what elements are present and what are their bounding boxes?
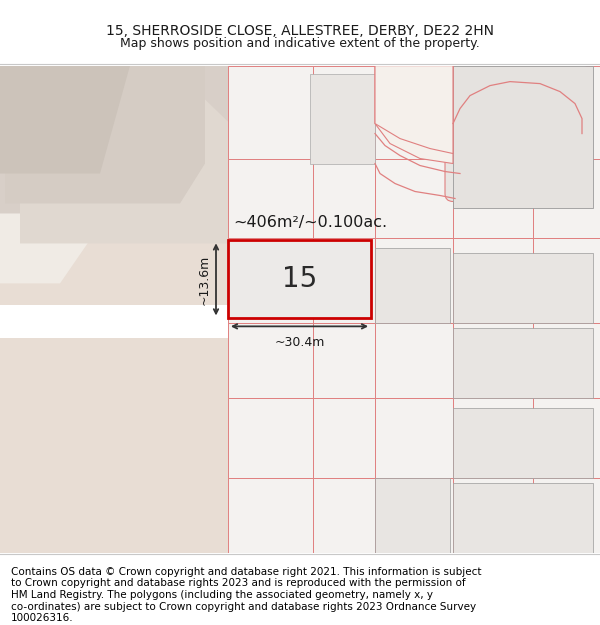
Bar (453, 239, 533, 323)
Text: ~13.6m: ~13.6m (198, 254, 211, 304)
Bar (228, 66, 313, 159)
Bar (0, 66, 228, 553)
Polygon shape (0, 66, 130, 174)
Bar (375, 239, 453, 323)
Bar (533, 323, 600, 398)
Text: ~406m²/~0.100ac.: ~406m²/~0.100ac. (233, 215, 387, 230)
Bar (228, 239, 313, 323)
Bar (453, 408, 593, 478)
Polygon shape (0, 306, 228, 338)
Bar (313, 323, 375, 398)
Polygon shape (375, 66, 453, 164)
Bar (453, 66, 593, 209)
Bar (228, 159, 313, 239)
Bar (533, 159, 600, 239)
Bar (313, 66, 375, 159)
Bar (228, 398, 313, 478)
Polygon shape (375, 66, 453, 154)
Bar (228, 323, 313, 398)
Bar (375, 323, 453, 398)
Bar (453, 483, 593, 553)
Bar (313, 478, 375, 553)
Bar (375, 159, 453, 239)
Bar (533, 398, 600, 478)
Bar (375, 398, 453, 478)
Text: 15: 15 (282, 266, 317, 293)
Bar (453, 66, 533, 159)
Bar (310, 74, 375, 164)
Bar (453, 328, 593, 398)
Bar (228, 478, 313, 553)
Bar (375, 478, 450, 553)
Bar (313, 239, 375, 323)
Bar (453, 323, 533, 398)
Bar (375, 478, 453, 553)
Bar (533, 66, 600, 159)
FancyBboxPatch shape (445, 66, 591, 201)
Bar (313, 398, 375, 478)
Polygon shape (5, 66, 205, 204)
Bar (228, 66, 600, 553)
Polygon shape (0, 66, 210, 283)
Bar (533, 478, 600, 553)
Bar (228, 241, 371, 318)
Polygon shape (20, 66, 230, 244)
Text: ~30.4m: ~30.4m (274, 336, 325, 349)
Bar (313, 159, 375, 239)
Bar (453, 478, 533, 553)
Text: 15, SHERROSIDE CLOSE, ALLESTREE, DERBY, DE22 2HN: 15, SHERROSIDE CLOSE, ALLESTREE, DERBY, … (106, 24, 494, 38)
Bar (375, 248, 450, 323)
Bar (453, 253, 593, 323)
Bar (453, 398, 533, 478)
Bar (375, 66, 453, 159)
Text: Contains OS data © Crown copyright and database right 2021. This information is : Contains OS data © Crown copyright and d… (11, 567, 481, 623)
Bar (453, 159, 533, 239)
Text: Map shows position and indicative extent of the property.: Map shows position and indicative extent… (120, 38, 480, 51)
Bar (533, 239, 600, 323)
Polygon shape (0, 66, 230, 214)
